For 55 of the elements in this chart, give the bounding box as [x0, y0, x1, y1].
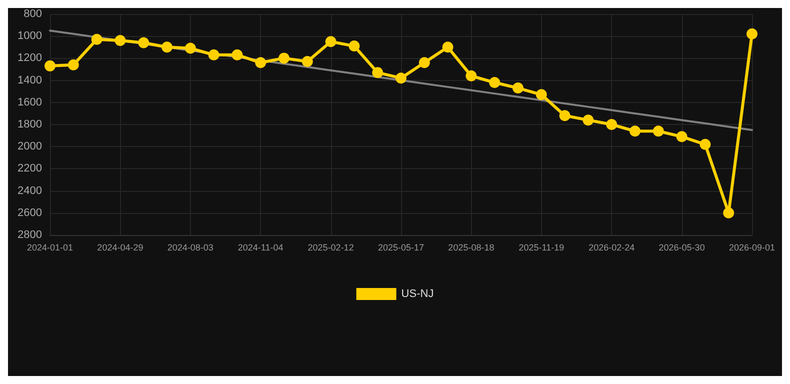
x-tick-label: 2025-11-19: [518, 242, 564, 252]
point: [582, 114, 594, 126]
point: [302, 56, 313, 68]
x-tick-label: 2024-04-29: [97, 242, 144, 252]
y-tick-label: 2800: [18, 229, 42, 241]
point: [372, 67, 384, 78]
point: [559, 110, 570, 122]
point: [91, 34, 102, 45]
x-tick-label: 2025-02-12: [308, 242, 354, 252]
y-tick-label: 2000: [18, 140, 42, 153]
y-tick-label: 1000: [18, 30, 42, 42]
point: [700, 138, 711, 150]
x-tick-label: 2024-11-04: [238, 242, 284, 252]
point: [512, 82, 524, 94]
y-tick-label: 1600: [18, 96, 42, 108]
y-tick-label: 2600: [18, 206, 42, 219]
point: [184, 42, 196, 54]
point: [114, 35, 126, 46]
point: [44, 60, 56, 72]
legend-label: US-NJ: [401, 288, 434, 300]
y-tick-label: 2200: [18, 162, 42, 175]
point: [255, 57, 266, 68]
point: [278, 52, 290, 64]
point: [418, 57, 430, 68]
point: [746, 28, 758, 40]
y-tick-label: 800: [24, 8, 42, 20]
x-tick-label: 2024-08-03: [167, 242, 214, 252]
point: [138, 37, 150, 48]
x-tick-label: 2026-05-30: [658, 242, 705, 252]
y-tick-label: 1200: [18, 52, 42, 64]
x-tick-label: 2026-09-01: [728, 242, 776, 252]
x-tick-label: 2026-02-24: [588, 242, 635, 252]
point: [630, 126, 640, 137]
y-tick-label: 1400: [18, 74, 42, 86]
point: [348, 40, 360, 52]
point: [162, 42, 172, 53]
x-tick-label: 2025-05-17: [378, 242, 424, 252]
x-tick-label: 2025-08-18: [448, 242, 494, 252]
point: [68, 59, 79, 70]
point: [208, 49, 220, 60]
point: [232, 49, 243, 60]
point: [466, 70, 477, 82]
point: [676, 131, 688, 142]
line-series: [49, 30, 753, 132]
point: [442, 42, 454, 53]
point: [536, 89, 547, 100]
point: [396, 72, 406, 84]
x-tick-label: 2024-01-01: [26, 242, 74, 252]
y-tick-label: 2400: [18, 184, 42, 197]
point: [606, 119, 618, 130]
point: [723, 207, 734, 218]
y-tick-label: 1800: [18, 118, 42, 130]
point: [325, 36, 336, 48]
point: [652, 126, 664, 137]
point: [489, 77, 500, 88]
